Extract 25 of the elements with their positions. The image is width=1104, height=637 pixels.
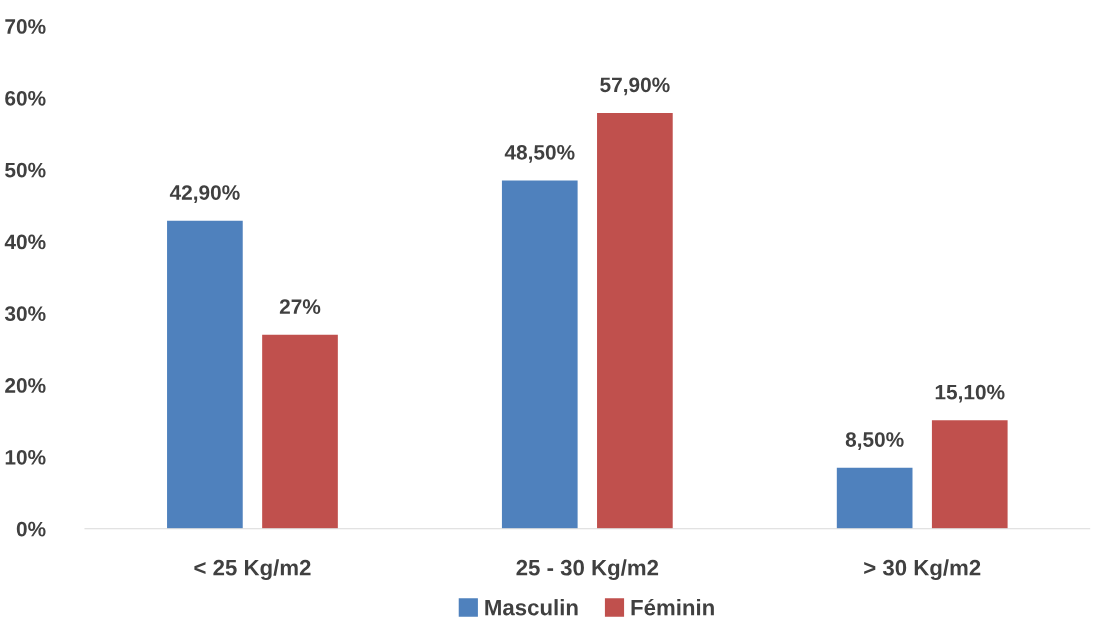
data-label: 15,10% <box>935 384 1005 403</box>
data-label: 8,50% <box>845 432 904 450</box>
y-tick-label: 30% <box>4 306 46 322</box>
y-tick-label: 40% <box>4 234 46 250</box>
bar <box>597 112 673 529</box>
y-tick-label: 70% <box>5 19 46 34</box>
x-tick-label: < 25 Kg/m2 <box>194 559 311 581</box>
bar <box>501 180 578 529</box>
y-tick-label: 50% <box>5 162 46 178</box>
x-tick-label: 25 - 30 Kg/m2 <box>516 559 659 581</box>
data-label: 57,90% <box>600 77 670 96</box>
bar <box>931 420 1008 529</box>
y-tick-label: 20% <box>5 378 46 393</box>
data-label: 27% <box>279 299 321 315</box>
x-tick-label: > 30 Kg/m2 <box>864 559 981 581</box>
legend-label: Féminin <box>631 598 714 616</box>
y-tick-label: 10% <box>5 449 46 465</box>
y-tick-label: 0% <box>16 521 46 537</box>
legend-label: Masculin <box>485 599 578 616</box>
bar <box>167 220 243 529</box>
y-tick-label: 60% <box>5 90 46 106</box>
bar <box>836 467 913 529</box>
bar <box>262 334 338 529</box>
data-label: 48,50% <box>504 144 575 163</box>
data-label: 42,90% <box>169 185 240 203</box>
